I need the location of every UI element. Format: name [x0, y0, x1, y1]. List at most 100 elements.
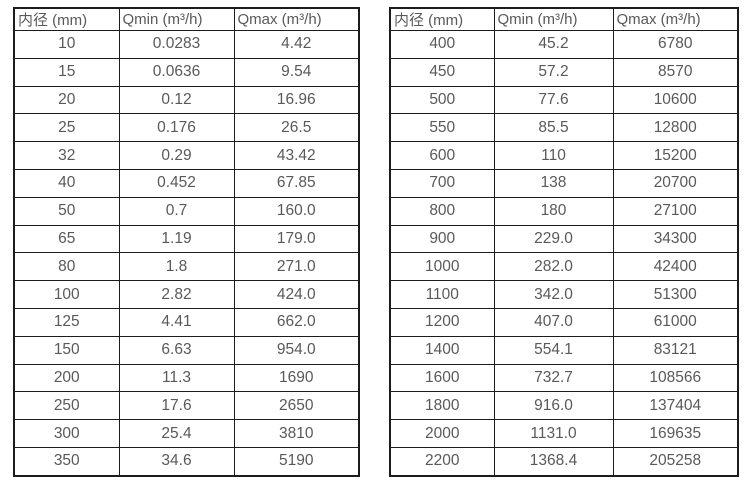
- table-cell: 900: [389, 224, 495, 254]
- table-cell: 1690: [233, 363, 360, 393]
- table-row: 1000 282.0 42400: [389, 252, 739, 282]
- table-cell: 125: [13, 307, 120, 337]
- table-row: 1800 916.0 137404: [389, 391, 739, 421]
- table-cell: 1100: [389, 280, 495, 309]
- table-cell: 77.6: [493, 85, 614, 115]
- table-row: 15 0.0636 9.54: [13, 57, 360, 87]
- table-cell: 0.176: [118, 113, 235, 143]
- column-header: Qmin (m³/h): [493, 7, 614, 31]
- table-cell: 916.0: [493, 391, 614, 421]
- table-row: 700 138 20700: [389, 168, 739, 198]
- table-cell: 11.3: [118, 363, 235, 393]
- table-cell: 550: [389, 113, 495, 143]
- table-row: 900 229.0 34300: [389, 224, 739, 254]
- table-cell: 27100: [612, 196, 739, 226]
- table-cell: 4.42: [233, 30, 360, 59]
- table-cell: 407.0: [493, 307, 614, 337]
- table-cell: 662.0: [233, 307, 360, 337]
- table-row: 40 0.452 67.85: [13, 168, 360, 198]
- table-body: 400 45.2 6780 450 57.2 8570 500 77.6 10600 550 85.…: [389, 30, 739, 477]
- table-cell: 2200: [389, 446, 495, 477]
- table-cell: 200: [13, 363, 120, 393]
- table-cell: 110: [493, 141, 614, 170]
- table-cell: 43.42: [233, 141, 360, 170]
- table-cell: 300: [13, 419, 120, 448]
- table-row: 1400 554.1 83121: [389, 335, 739, 365]
- table-cell: 25: [13, 113, 120, 143]
- table-cell: 65: [13, 224, 120, 254]
- table-row: 65 1.19 179.0: [13, 224, 360, 254]
- table-cell: 600: [389, 141, 495, 170]
- table-cell: 1368.4: [493, 446, 614, 477]
- table-cell: 424.0: [233, 280, 360, 309]
- table-cell: 271.0: [233, 252, 360, 282]
- table-cell: 12800: [612, 113, 739, 143]
- table-cell: 20700: [612, 168, 739, 198]
- table-cell: 0.29: [118, 141, 235, 170]
- table-cell: 700: [389, 168, 495, 198]
- table-cell: 9.54: [233, 57, 360, 87]
- table-cell: 169635: [612, 419, 739, 448]
- table-cell: 1800: [389, 391, 495, 421]
- table-cell: 4.41: [118, 307, 235, 337]
- table-cell: 80: [13, 252, 120, 282]
- table-cell: 16.96: [233, 85, 360, 115]
- table-cell: 0.452: [118, 168, 235, 198]
- table-row: 200 11.3 1690: [13, 363, 360, 393]
- table-cell: 954.0: [233, 335, 360, 365]
- table-cell: 137404: [612, 391, 739, 421]
- header-row: 内径 (mm) Qmin (m³/h) Qmax (m³/h): [13, 7, 360, 31]
- header-row: 内径 (mm) Qmin (m³/h) Qmax (m³/h): [389, 7, 739, 31]
- table-cell: 1.8: [118, 252, 235, 282]
- table-cell: 17.6: [118, 391, 235, 421]
- table-cell: 67.85: [233, 168, 360, 198]
- table-cell: 2000: [389, 419, 495, 448]
- table-row: 50 0.7 160.0: [13, 196, 360, 226]
- table-cell: 400: [389, 30, 495, 59]
- table-cell: 1000: [389, 252, 495, 282]
- table-row: 10 0.0283 4.42: [13, 30, 360, 59]
- table-cell: 15200: [612, 141, 739, 170]
- table-cell: 2650: [233, 391, 360, 421]
- table-cell: 179.0: [233, 224, 360, 254]
- table-row: 300 25.4 3810: [13, 419, 360, 448]
- table-cell: 1600: [389, 363, 495, 393]
- table-row: 400 45.2 6780: [389, 30, 739, 59]
- table-cell: 26.5: [233, 113, 360, 143]
- table-cell: 8570: [612, 57, 739, 87]
- column-header: 内径 (mm): [389, 7, 495, 31]
- table-row: 2000 1131.0 169635: [389, 419, 739, 448]
- table-row: 100 2.82 424.0: [13, 280, 360, 309]
- table-cell: 0.12: [118, 85, 235, 115]
- table-row: 25 0.176 26.5: [13, 113, 360, 143]
- table-row: 250 17.6 2650: [13, 391, 360, 421]
- table-cell: 42400: [612, 252, 739, 282]
- table-row: 450 57.2 8570: [389, 57, 739, 87]
- table-row: 800 180 27100: [389, 196, 739, 226]
- column-header: Qmin (m³/h): [118, 7, 235, 31]
- table-row: 150 6.63 954.0: [13, 335, 360, 365]
- table-cell: 5190: [233, 446, 360, 477]
- table-cell: 3810: [233, 419, 360, 448]
- table-cell: 282.0: [493, 252, 614, 282]
- table-cell: 83121: [612, 335, 739, 365]
- table-cell: 1400: [389, 335, 495, 365]
- table-cell: 1200: [389, 307, 495, 337]
- column-header: 内径 (mm): [13, 7, 120, 31]
- table-cell: 250: [13, 391, 120, 421]
- table-cell: 100: [13, 280, 120, 309]
- table-row: 600 110 15200: [389, 141, 739, 170]
- table-cell: 342.0: [493, 280, 614, 309]
- table-cell: 57.2: [493, 57, 614, 87]
- table-cell: 108566: [612, 363, 739, 393]
- column-header: Qmax (m³/h): [612, 7, 739, 31]
- table-row: 2200 1368.4 205258: [389, 446, 739, 477]
- table-cell: 160.0: [233, 196, 360, 226]
- table-row: 80 1.8 271.0: [13, 252, 360, 282]
- table-cell: 732.7: [493, 363, 614, 393]
- table-cell: 85.5: [493, 113, 614, 143]
- table-cell: 500: [389, 85, 495, 115]
- table-cell: 229.0: [493, 224, 614, 254]
- table-cell: 554.1: [493, 335, 614, 365]
